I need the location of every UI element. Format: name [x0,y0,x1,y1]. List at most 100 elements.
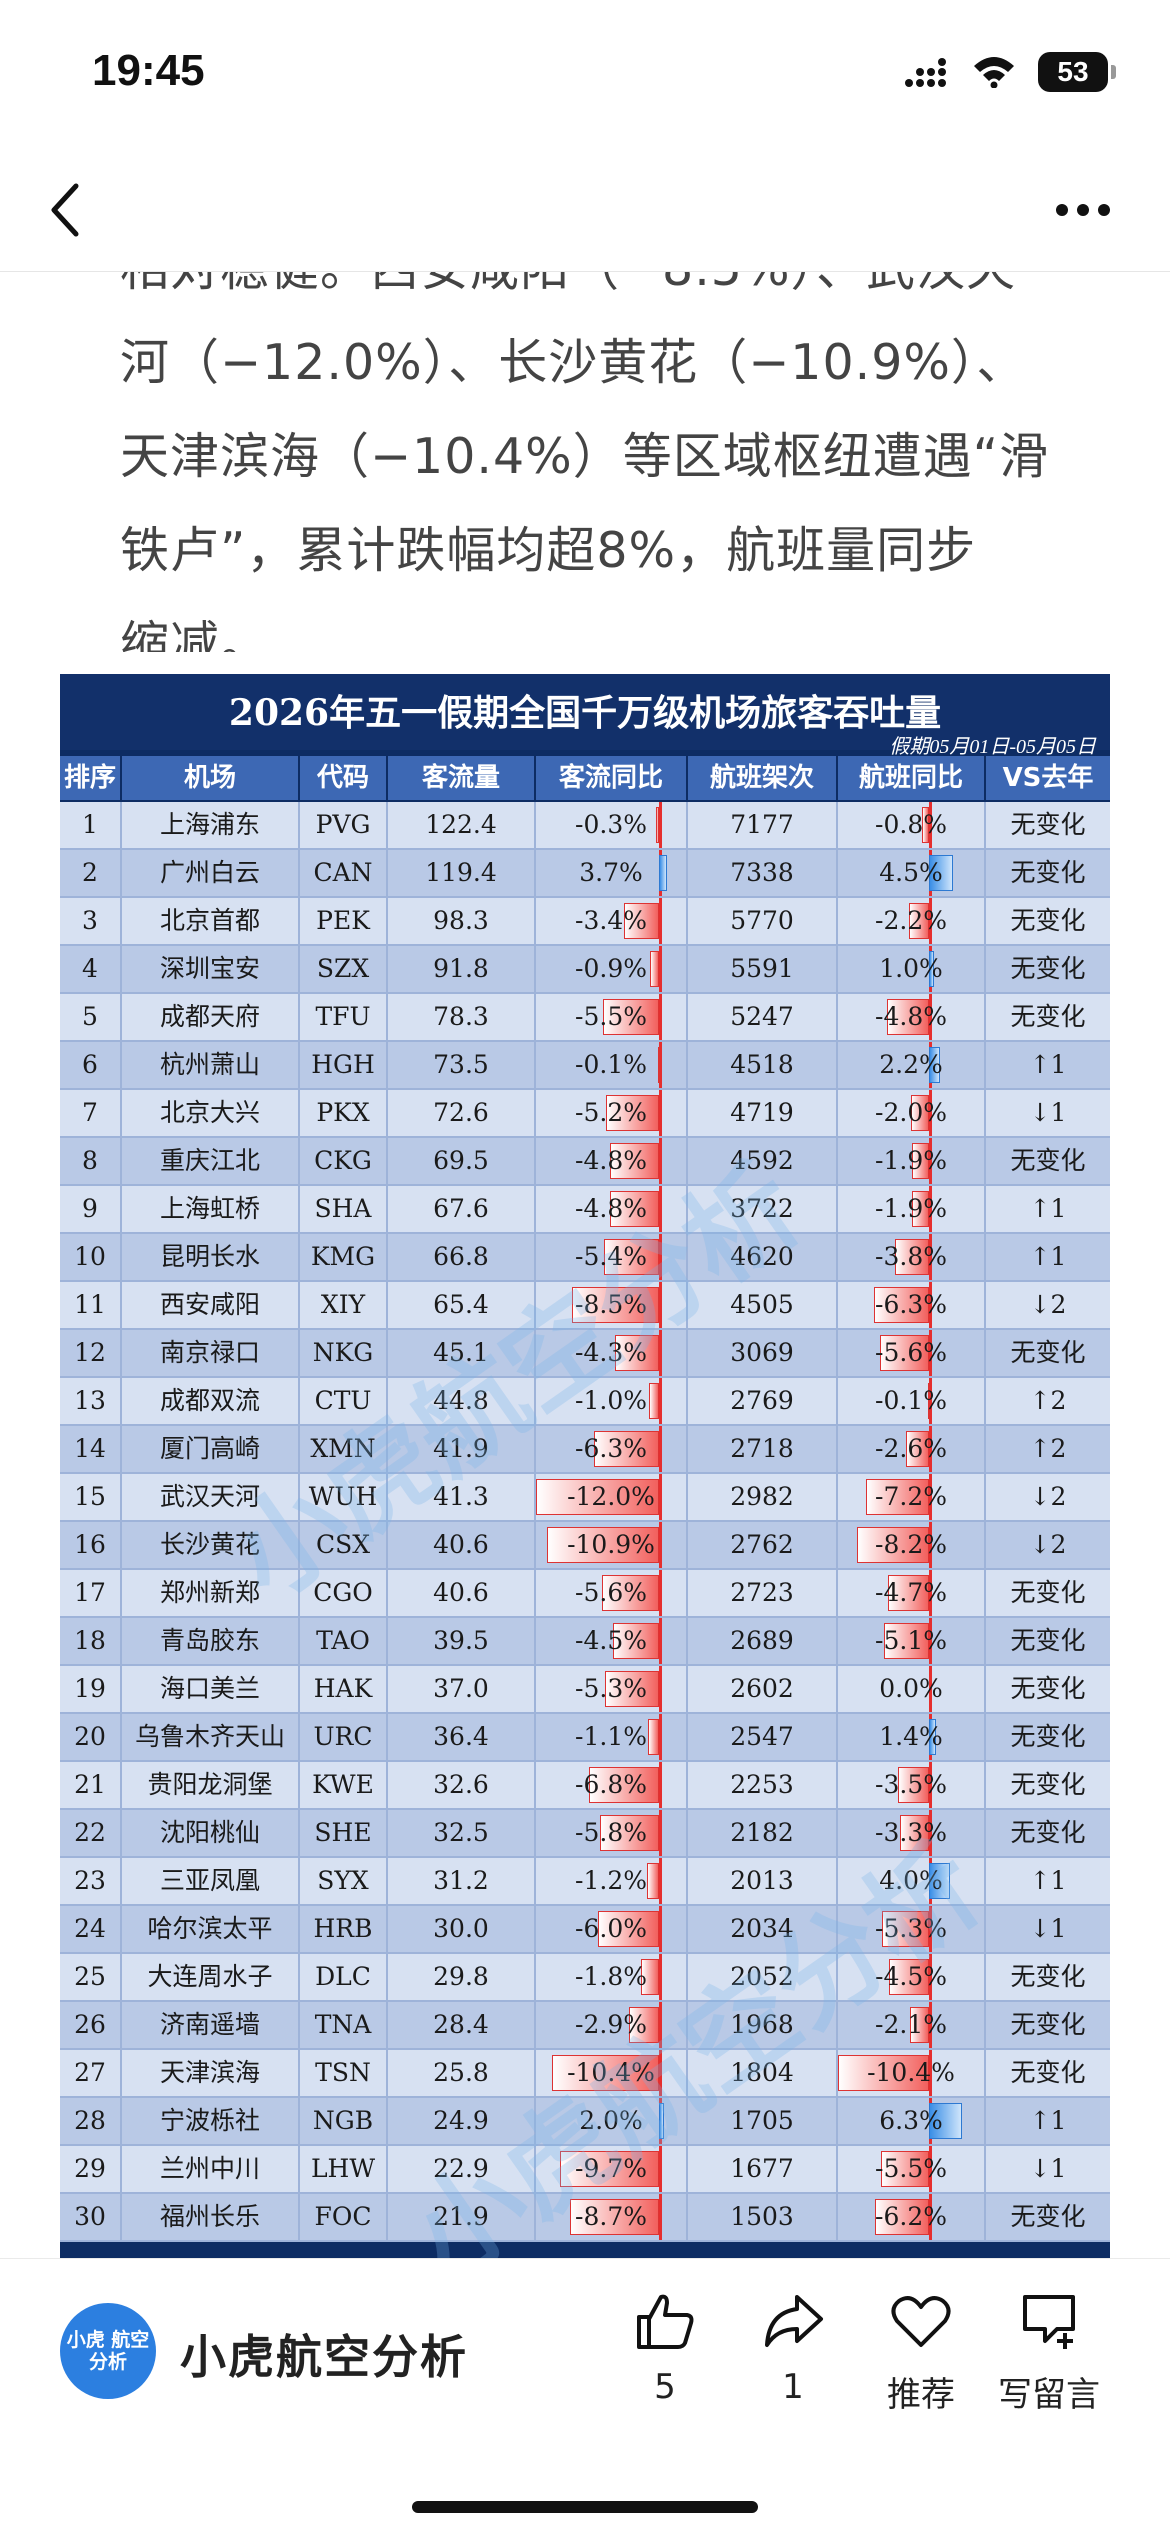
zero-axis [659,1378,662,1424]
table-row: 6 杭州萧山 HGH 73.5 -0.1% 4518 2.2% ↑1 [60,1042,1110,1090]
pax-yoy-cell: 2.0% [536,2098,688,2144]
flights-cell: 4518 [688,1042,838,1088]
airport-code-cell: XIY [300,1282,388,1328]
vs-last-year-cell: ↑1 [986,1234,1110,1280]
header-flights: 航班架次 [688,756,838,800]
table-subtitle: 假期05月01日-05月05日 [889,736,1096,758]
vs-last-year-cell: 无变化 [986,850,1110,896]
airport-name-cell: 宁波栎社 [122,2098,300,2144]
flt-yoy-cell-bar-area [838,1762,984,1808]
pax-yoy-cell-bar-area [536,1234,686,1280]
airport-name-cell: 成都天府 [122,994,300,1040]
pax-yoy-cell-bar-area [536,1714,686,1760]
account-name[interactable]: 小虎航空分析 [180,2330,468,2384]
zero-axis [659,1666,662,1712]
zero-axis [659,1282,662,1328]
flt-yoy-cell-bar-area [838,1666,984,1712]
flt-yoy-cell: -10.4% [838,2050,986,2096]
recommend-button[interactable]: 推荐 [866,2289,976,2416]
flt-yoy-cell-value: 4.5% [879,858,943,887]
rank-cell: 3 [60,898,122,944]
flights-cell: 3069 [688,1330,838,1376]
negative-bar [911,1191,929,1227]
airport-code-cell: HRB [300,1906,388,1952]
table-row: 8 重庆江北 CKG 69.5 -4.8% 4592 -1.9% 无变化 [60,1138,1110,1186]
airport-code-cell: SHA [300,1186,388,1232]
pax-yoy-cell-bar-area [536,1906,686,1952]
pax-yoy-cell: -1.1% [536,1714,688,1760]
comment-label: 写留言 [998,2375,1100,2415]
status-bar: 19:45 53 [0,0,1170,150]
flt-yoy-cell-value: 6.3% [879,2106,943,2135]
passengers-cell: 29.8 [388,1954,536,2000]
passengers-cell: 65.4 [388,1282,536,1328]
article-line: 铁卢”，累计跌幅均超8%，航班量同步 [120,522,977,579]
pax-yoy-cell-value: -8.5% [575,1290,647,1319]
header-vs-last-year: VS去年 [986,756,1110,800]
passengers-cell: 41.9 [388,1426,536,1472]
table-row: 22 沈阳桃仙 SHE 32.5 -5.8% 2182 -3.3% 无变化 [60,1810,1110,1858]
flt-yoy-cell: -5.1% [838,1618,986,1664]
pax-yoy-cell-bar-area [536,1186,686,1232]
pax-yoy-cell: -10.4% [536,2050,688,2096]
pax-yoy-cell-bar-area [536,1474,686,1520]
pax-yoy-cell-value: 2.0% [579,2106,643,2135]
negative-bar [879,1335,929,1371]
pax-yoy-cell-bar-area [536,1762,686,1808]
negative-bar [599,1815,659,1851]
more-horizontal-icon[interactable] [1054,200,1112,220]
airport-ranking-table-image[interactable]: 2026年五一假期全国千万级机场旅客吞吐量 假期05月01日-05月05日 排序… [60,674,1110,2258]
flights-cell: 2718 [688,1426,838,1472]
negative-bar [536,1479,659,1515]
heart-icon [891,2296,951,2347]
passengers-cell: 45.1 [388,1330,536,1376]
zero-axis [928,1282,932,1328]
cellular-signal-icon [905,58,946,87]
pax-yoy-cell-bar-area [536,2146,686,2192]
rank-cell: 20 [60,1714,122,1760]
pax-yoy-cell-value: -1.2% [575,1866,647,1895]
negative-bar [571,1287,659,1323]
pax-yoy-cell-value: -4.3% [575,1338,647,1367]
airport-name-cell: 成都双流 [122,1378,300,1424]
airport-code-cell: TFU [300,994,388,1040]
flights-cell: 2982 [688,1474,838,1520]
table-row: 14 厦门高崎 XMN 41.9 -6.3% 2718 -2.6% ↑2 [60,1426,1110,1474]
pax-yoy-cell-value: -8.7% [575,2202,647,2231]
rank-cell: 22 [60,1810,122,1856]
pax-yoy-cell: -4.3% [536,1330,688,1376]
zero-axis [928,1570,932,1616]
table-row: 16 长沙黄花 CSX 40.6 -10.9% 2762 -8.2% ↓2 [60,1522,1110,1570]
airport-code-cell: SZX [300,946,388,992]
flt-yoy-cell-value: 0.0% [879,1674,943,1703]
rank-cell: 25 [60,1954,122,2000]
flt-yoy-cell: 2.2% [838,1042,986,1088]
table-row: 5 成都天府 TFU 78.3 -5.5% 5247 -4.8% 无变化 [60,994,1110,1042]
chevron-left-icon[interactable] [44,180,88,240]
zero-axis [928,1666,932,1712]
airport-code-cell: LHW [300,2146,388,2192]
table-row: 13 成都双流 CTU 44.8 -1.0% 2769 -0.1% ↑2 [60,1378,1110,1426]
flights-cell: 3722 [688,1186,838,1232]
share-button[interactable]: 1 [738,2289,848,2407]
airport-name-cell: 南京禄口 [122,1330,300,1376]
passengers-cell: 119.4 [388,850,536,896]
like-button[interactable]: 5 [610,2289,720,2407]
negative-bar [603,1239,659,1275]
pax-yoy-cell: -1.2% [536,1858,688,1904]
airport-name-cell: 上海虹桥 [122,1186,300,1232]
zero-axis [659,1330,662,1376]
zero-axis [928,1138,932,1184]
table-row: 15 武汉天河 WUH 41.3 -12.0% 2982 -7.2% ↓2 [60,1474,1110,1522]
account-avatar[interactable]: 小虎 航空分析 [60,2303,156,2399]
share-count: 1 [782,2367,804,2407]
table-row: 30 福州长乐 FOC 21.9 -8.7% 1503 -6.2% 无变化 [60,2194,1110,2242]
flt-yoy-cell-bar-area [838,2002,984,2048]
thumbs-up-icon [637,2294,694,2349]
negative-bar [589,1767,659,1803]
vs-last-year-cell: ↓1 [986,2146,1110,2192]
comment-button[interactable]: 写留言 [994,2289,1104,2416]
pax-yoy-cell: -0.1% [536,1042,688,1088]
zero-axis [659,898,662,944]
pax-yoy-cell-bar-area [536,898,686,944]
